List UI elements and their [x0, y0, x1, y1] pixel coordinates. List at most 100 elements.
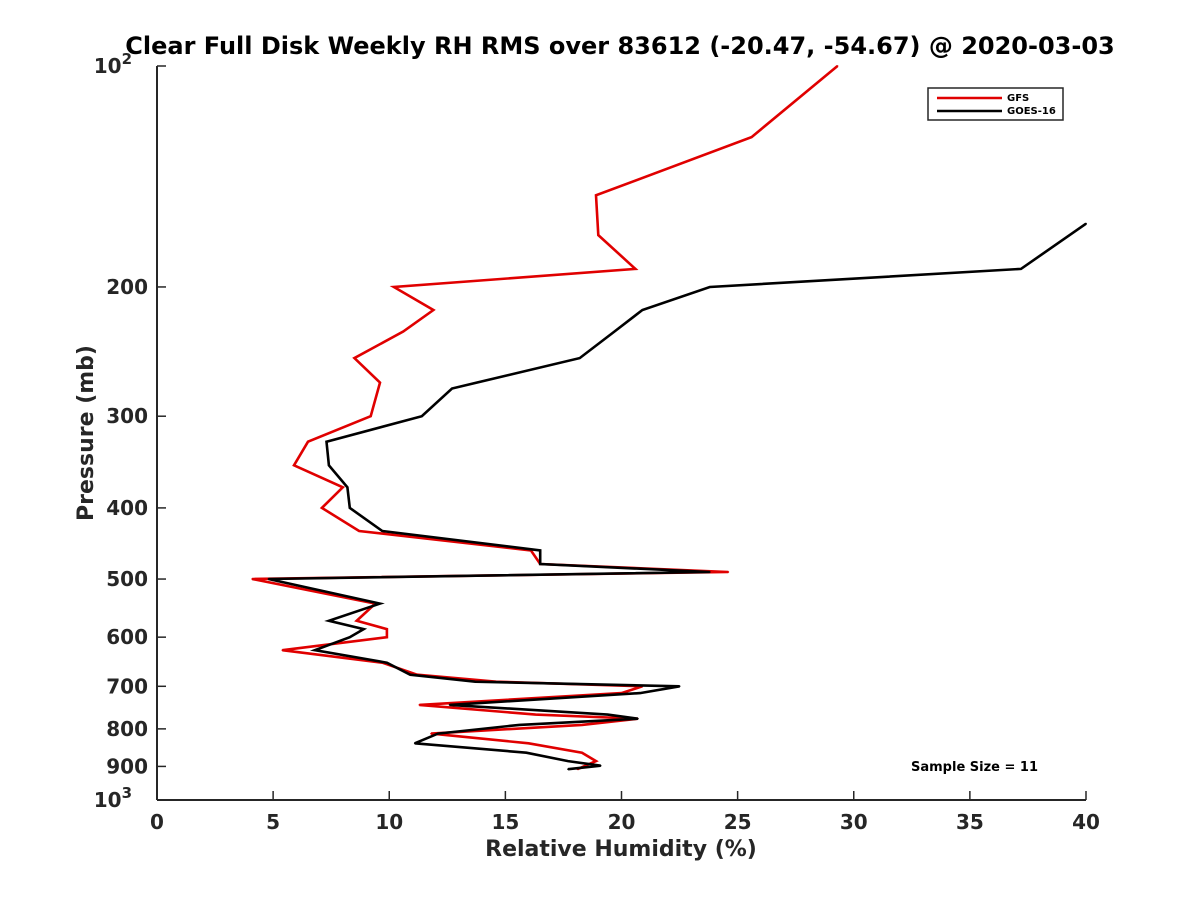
series-point-gfs-11 [307, 440, 309, 443]
x-tick-label-5: 5 [266, 810, 280, 834]
y-tick-label-500: 500 [106, 567, 148, 591]
series-point-goes-16-13 [539, 549, 542, 552]
series-point-goes-16-12 [381, 530, 384, 532]
series-point-gfs-37 [595, 760, 597, 762]
series-point-goes-16-23 [409, 673, 412, 676]
series-point-goes-16-24 [474, 680, 477, 683]
series-point-goes-16-15 [708, 571, 711, 573]
legend-label-gfs: GFS [1007, 93, 1029, 104]
series-point-gfs-34 [430, 732, 432, 735]
series-point-goes-16-29 [636, 717, 639, 720]
series-point-goes-16-6 [451, 387, 453, 390]
series-point-goes-16-28 [606, 713, 609, 716]
series-point-gfs-7 [402, 330, 405, 333]
legend: GFS GOES-16 [927, 87, 1064, 121]
y-tick-exponent-1000: 3 [122, 784, 132, 802]
series-point-goes-16-36 [567, 768, 569, 771]
series-point-goes-16-20 [348, 636, 351, 639]
series-point-goes-16-19 [362, 628, 365, 630]
series-point-goes-16-14 [539, 563, 542, 565]
series-point-goes-16-0 [1085, 222, 1087, 225]
series-point-goes-16-4 [613, 330, 616, 333]
series-point-goes-16-2 [708, 286, 711, 288]
series-point-gfs-23 [386, 636, 388, 639]
series-point-gfs-18 [727, 571, 730, 573]
y-tick-label-300: 300 [106, 404, 148, 428]
series-point-goes-16-22 [386, 661, 388, 664]
series-point-goes-16-26 [639, 692, 641, 694]
x-tick-label-15: 15 [491, 810, 519, 834]
series-point-goes-16-10 [346, 486, 349, 489]
legend-label-goes16: GOES-16 [1007, 106, 1056, 117]
chart-title: Clear Full Disk Weekly RH RMS over 83612… [125, 32, 1114, 60]
x-axis-label: Relative Humidity (%) [485, 837, 757, 862]
y-tick-label-600: 600 [106, 625, 148, 649]
series-point-goes-16-31 [437, 732, 439, 735]
x-tick-label-25: 25 [724, 810, 752, 834]
series-point-gfs-10 [369, 415, 372, 418]
series-point-goes-16-1 [1020, 268, 1022, 270]
x-ticks: 0 5 10 15 20 25 30 35 40 [150, 791, 1100, 834]
series-point-gfs-4 [634, 268, 637, 270]
x-tick-label-30: 30 [840, 810, 868, 834]
x-tick-label-20: 20 [608, 810, 636, 834]
series-point-gfs-36 [581, 751, 583, 754]
y-tick-label-800: 800 [106, 717, 148, 741]
series-point-gfs-31 [534, 713, 537, 716]
series-point-gfs-3 [597, 234, 600, 237]
series-point-goes-16-25 [678, 685, 681, 688]
series-point-goes-16-7 [420, 415, 423, 418]
y-tick-label-200: 200 [106, 275, 148, 299]
series-point-goes-16-3 [641, 309, 644, 311]
series-point-goes-16-30 [518, 724, 521, 726]
series-point-gfs-2 [595, 194, 597, 197]
x-tick-label-0: 0 [150, 810, 164, 834]
series-point-goes-16-32 [413, 742, 416, 745]
series-point-goes-16-8 [325, 440, 328, 443]
series-point-gfs-6 [432, 309, 435, 311]
y-tick-exponent-100: 2 [122, 50, 132, 68]
x-tick-label-40: 40 [1072, 810, 1100, 834]
series-point-gfs-22 [386, 628, 388, 630]
series-point-goes-16-9 [328, 464, 330, 467]
y-tick-label-400: 400 [106, 496, 148, 520]
series-line-goes-16 [268, 222, 1087, 771]
series-point-goes-16-33 [525, 751, 528, 754]
legend-box [927, 87, 1064, 121]
series-point-gfs-15 [358, 530, 360, 532]
series-point-gfs-35 [527, 742, 530, 745]
series-point-gfs-9 [379, 381, 381, 384]
series-point-goes-16-11 [348, 507, 351, 509]
series-point-gfs-14 [321, 507, 323, 509]
series-line-gfs [251, 64, 839, 771]
y-tick-label-900: 900 [106, 754, 148, 778]
series-point-gfs-21 [355, 619, 358, 622]
y-tick-label-100: 102 [94, 50, 132, 78]
series-point-goes-16-5 [578, 357, 581, 359]
series-point-goes-16-27 [448, 704, 451, 706]
series-point-goes-16-17 [379, 602, 381, 605]
axes-layer [156, 66, 1086, 801]
series-layer [251, 64, 1087, 771]
series-point-gfs-0 [836, 65, 839, 67]
series-point-goes-16-16 [267, 578, 270, 580]
series-point-goes-16-18 [328, 619, 330, 622]
sample-size-annotation: Sample Size = 11 [911, 760, 1038, 775]
series-point-gfs-5 [393, 286, 395, 288]
y-tick-label-1000: 103 [94, 784, 132, 812]
y-tick-label-700: 700 [106, 674, 148, 698]
series-point-gfs-33 [581, 724, 583, 726]
series-point-gfs-1 [750, 136, 753, 139]
series-point-gfs-19 [251, 578, 254, 580]
x-tick-label-35: 35 [956, 810, 984, 834]
y-ticks: 102 200 300 400 500 600 700 800 900 103 [94, 50, 166, 812]
series-point-goes-16-34 [567, 760, 569, 762]
series-point-goes-16-21 [314, 649, 316, 652]
y-axis-label: Pressure (mb) [74, 345, 99, 521]
series-point-gfs-12 [293, 464, 295, 467]
series-point-gfs-30 [418, 704, 421, 706]
series-point-goes-16-35 [599, 764, 602, 767]
series-point-gfs-24 [281, 649, 284, 652]
series-point-gfs-13 [341, 486, 344, 489]
